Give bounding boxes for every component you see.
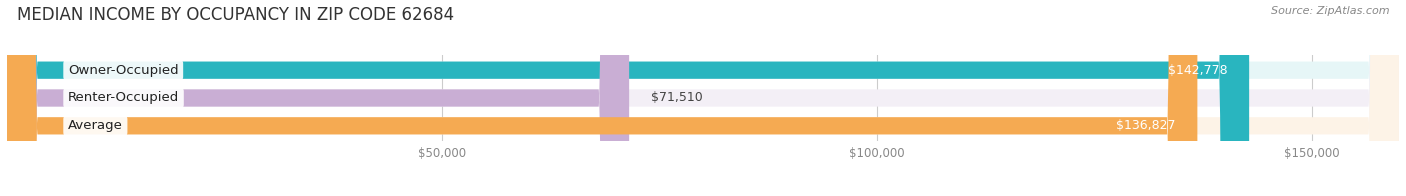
- Text: MEDIAN INCOME BY OCCUPANCY IN ZIP CODE 62684: MEDIAN INCOME BY OCCUPANCY IN ZIP CODE 6…: [17, 6, 454, 24]
- Text: $136,827: $136,827: [1116, 119, 1175, 132]
- Text: Average: Average: [67, 119, 122, 132]
- Text: $71,510: $71,510: [651, 92, 703, 104]
- FancyBboxPatch shape: [7, 0, 1399, 196]
- Text: Renter-Occupied: Renter-Occupied: [67, 92, 179, 104]
- FancyBboxPatch shape: [7, 0, 1249, 196]
- Text: $142,778: $142,778: [1168, 64, 1227, 77]
- FancyBboxPatch shape: [7, 0, 1198, 196]
- FancyBboxPatch shape: [7, 0, 1399, 196]
- FancyBboxPatch shape: [7, 0, 1399, 196]
- Text: Owner-Occupied: Owner-Occupied: [67, 64, 179, 77]
- Text: Source: ZipAtlas.com: Source: ZipAtlas.com: [1271, 6, 1389, 16]
- FancyBboxPatch shape: [7, 0, 628, 196]
